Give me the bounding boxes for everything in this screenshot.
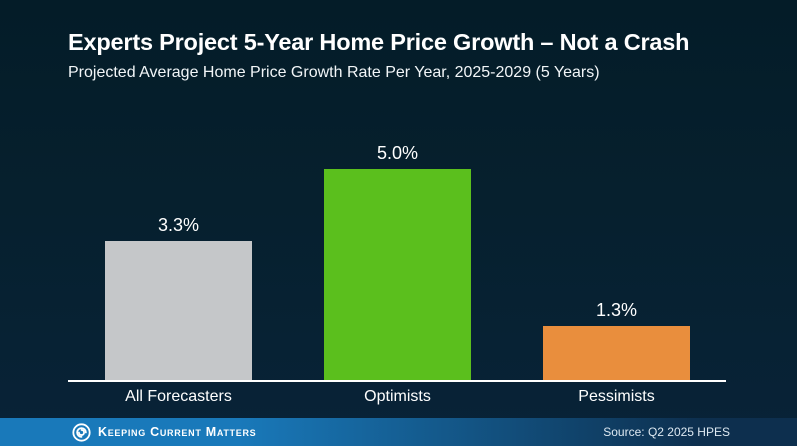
value-label: 1.3% — [595, 300, 638, 320]
bar-pessimists — [543, 326, 690, 381]
value-label: 3.3% — [157, 215, 200, 235]
kcm-swirl-logo-icon — [72, 422, 91, 442]
source-label: Source: Q2 2025 HPES — [603, 425, 730, 439]
x-axis-line — [68, 380, 726, 382]
brand-name: Keeping Current Matters — [98, 425, 257, 439]
bar-optimists — [324, 169, 471, 381]
value-label: 5.0% — [376, 143, 419, 163]
category-label: Pessimists — [578, 388, 655, 405]
category-label: Optimists — [364, 388, 431, 405]
chart-title: Experts Project 5-Year Home Price Growth… — [68, 29, 690, 55]
footer-bar: Keeping Current Matters Source: Q2 2025 … — [0, 418, 797, 446]
chart-subtitle: Projected Average Home Price Growth Rate… — [68, 64, 600, 81]
brand-lockup: Keeping Current Matters — [72, 422, 257, 442]
bar-all-forecasters — [105, 241, 252, 381]
category-label: All Forecasters — [125, 388, 232, 405]
